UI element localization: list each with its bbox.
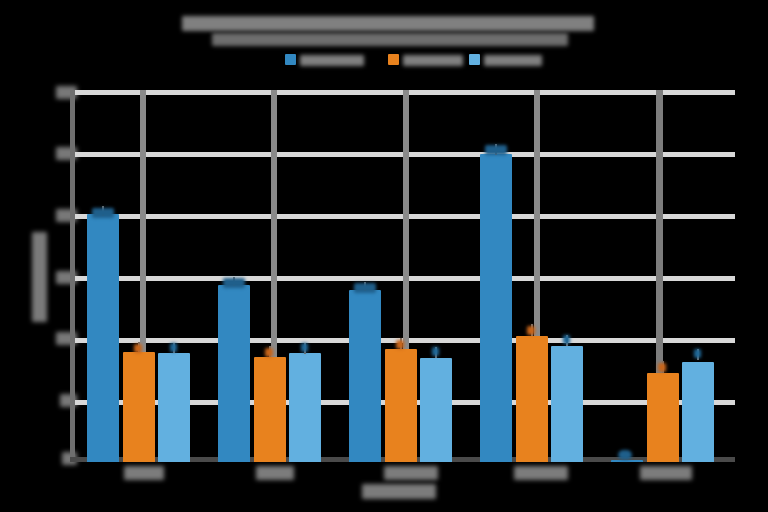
legend-swatch-series-3 bbox=[469, 54, 480, 65]
bar-value-label bbox=[170, 343, 177, 352]
bar-group-5-series-3 bbox=[682, 362, 714, 462]
bar-value-label bbox=[694, 349, 701, 358]
chart-title-line-1 bbox=[182, 16, 594, 31]
legend-label-2-text: ███████ bbox=[0, 0, 1, 1]
bar-group-4-series-3 bbox=[551, 346, 583, 462]
gridline-horizontal bbox=[70, 214, 735, 219]
legend-swatch-series-1 bbox=[285, 54, 296, 65]
gridline-vertical bbox=[656, 90, 663, 462]
bar-group-3-series-2 bbox=[385, 349, 417, 462]
bar-group-2-series-2 bbox=[254, 357, 286, 462]
x-axis-label-text: ████████ bbox=[0, 0, 1, 1]
gridline-horizontal bbox=[70, 276, 735, 281]
gridline-vertical bbox=[271, 90, 277, 462]
x-tick-label bbox=[514, 466, 568, 480]
bar-value-label bbox=[658, 363, 666, 372]
bar-group-2-series-3 bbox=[289, 353, 321, 462]
bar-group-1-series-1 bbox=[87, 214, 119, 462]
x-axis-label bbox=[362, 484, 436, 499]
bar-value-label bbox=[223, 278, 245, 288]
bar-value-label bbox=[527, 326, 535, 335]
legend-swatch-series-2 bbox=[388, 54, 399, 65]
bar-value-label bbox=[485, 145, 507, 155]
legend-label-series-1 bbox=[300, 55, 364, 66]
legend-label-3-text: ███████ bbox=[0, 0, 1, 1]
legend-label-series-2 bbox=[403, 55, 463, 66]
legend-label-1-text: ███████ bbox=[0, 0, 1, 1]
gridline-horizontal bbox=[70, 152, 735, 157]
chart-title-text: ███████████████████████████ bbox=[0, 0, 1, 1]
bar-value-label bbox=[134, 344, 142, 353]
x-tick-label bbox=[124, 466, 164, 480]
bar-value-label bbox=[265, 348, 273, 357]
gridline-horizontal bbox=[70, 90, 735, 95]
plot-area bbox=[70, 90, 735, 462]
x-tick-label bbox=[640, 466, 692, 480]
bar-group-1-series-3 bbox=[158, 353, 190, 462]
bar-group-4-series-1 bbox=[480, 154, 512, 462]
bar-value-label bbox=[92, 208, 114, 218]
bar-value-label bbox=[301, 343, 308, 352]
y-axis-label-text: ███████ bbox=[0, 0, 1, 1]
bar-group-3-series-1 bbox=[349, 290, 381, 462]
bar-group-2-series-1 bbox=[218, 285, 250, 462]
bar-group-5-series-2 bbox=[647, 373, 679, 462]
chart-subtitle-text: ████████████████████ bbox=[0, 0, 1, 1]
gridline-vertical bbox=[140, 90, 146, 462]
y-axis-label bbox=[32, 232, 47, 322]
x-tick-label bbox=[384, 466, 438, 480]
bar-value-label bbox=[354, 283, 376, 293]
gridline-vertical bbox=[403, 90, 409, 462]
bar-group-3-series-3 bbox=[420, 358, 452, 462]
bar-value-label bbox=[618, 450, 632, 460]
x-tick-label bbox=[256, 466, 294, 480]
bar-group-4-series-2 bbox=[516, 336, 548, 462]
bar-value-label bbox=[396, 340, 404, 349]
bar-group-5-series-1 bbox=[611, 460, 643, 462]
y-axis-line bbox=[70, 90, 75, 462]
chart-title-line-2 bbox=[212, 33, 568, 46]
bar-group-1-series-2 bbox=[123, 352, 155, 462]
bar-value-label bbox=[432, 347, 439, 356]
legend-label-series-3 bbox=[484, 55, 542, 66]
bar-value-label bbox=[563, 335, 570, 344]
gridline-vertical bbox=[534, 90, 540, 462]
